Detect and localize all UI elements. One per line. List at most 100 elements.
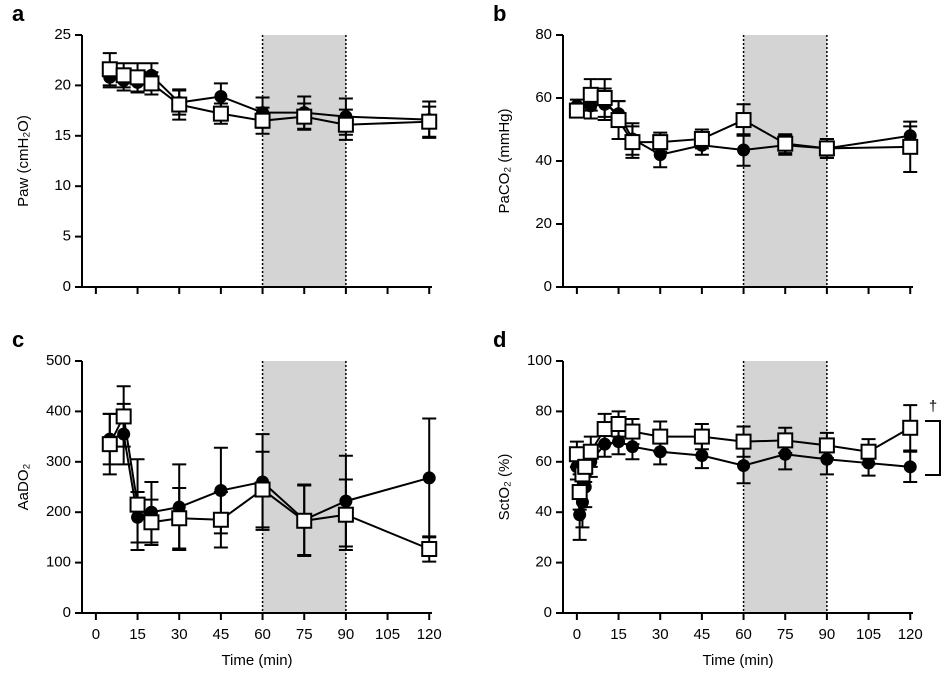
series-line <box>109 432 430 521</box>
marker-square <box>143 75 160 92</box>
y-axis-label: PaCO₂ (mmHg) <box>496 109 513 214</box>
marker-square <box>337 116 354 133</box>
marker-square <box>171 96 188 113</box>
marker-circle <box>653 445 667 459</box>
marker-circle <box>598 437 612 451</box>
y-tick-label: 60 <box>535 89 552 106</box>
marker-square <box>860 443 877 460</box>
panel-label: a <box>12 1 25 26</box>
marker-square <box>143 514 160 531</box>
marker-square <box>596 421 613 438</box>
marker-square <box>101 436 118 453</box>
marker-circle <box>820 452 834 466</box>
marker-square <box>777 135 794 152</box>
marker-square <box>101 61 118 78</box>
shaded-period <box>743 361 827 613</box>
marker-square <box>129 69 146 86</box>
marker-square <box>777 432 794 449</box>
x-tick-label: 45 <box>213 626 230 643</box>
x-axis-label: Time (min) <box>221 652 292 669</box>
x-tick-label: 60 <box>735 626 752 643</box>
shaded-period <box>743 35 827 287</box>
annotation: † <box>929 398 937 415</box>
panel-label: d <box>493 327 506 352</box>
marker-circle <box>862 456 876 470</box>
marker-square <box>610 112 627 129</box>
marker-circle <box>778 447 792 461</box>
marker-square <box>212 511 229 528</box>
marker-circle <box>422 471 436 485</box>
marker-circle <box>339 494 353 508</box>
marker-circle <box>695 449 709 462</box>
marker-square <box>818 140 835 157</box>
x-tick-label: 0 <box>573 626 581 643</box>
y-tick-label: 0 <box>544 604 552 621</box>
y-tick-label: 80 <box>535 402 552 419</box>
y-tick-label: 60 <box>535 453 552 470</box>
marker-square <box>596 90 613 106</box>
marker-square <box>652 428 669 445</box>
x-tick-label: 60 <box>254 626 271 643</box>
y-tick-label: 400 <box>46 402 71 419</box>
y-tick-label: 15 <box>54 127 71 144</box>
marker-circle <box>214 484 228 498</box>
x-tick-label: 15 <box>610 626 627 643</box>
marker-square <box>582 86 599 103</box>
y-tick-label: 100 <box>527 352 552 369</box>
marker-square <box>818 437 835 454</box>
panel-label: b <box>493 1 506 26</box>
marker-square <box>337 506 354 523</box>
marker-square <box>610 416 627 432</box>
x-tick-label: 0 <box>92 626 100 643</box>
y-axis-label: AaDO₂ <box>15 463 32 510</box>
marker-square <box>115 67 132 84</box>
marker-square <box>693 428 710 445</box>
marker-square <box>421 113 438 130</box>
marker-square <box>254 481 271 498</box>
x-tick-label: 15 <box>129 626 146 643</box>
x-tick-label: 75 <box>777 626 794 643</box>
marker-circle <box>653 148 667 162</box>
marker-circle <box>214 89 228 103</box>
marker-square <box>129 496 146 513</box>
marker-square <box>296 108 313 125</box>
x-tick-label: 120 <box>898 626 923 643</box>
x-tick-label: 30 <box>652 626 669 643</box>
marker-circle <box>737 143 751 157</box>
y-tick-label: 300 <box>46 453 71 470</box>
marker-square <box>115 408 132 425</box>
y-tick-label: 20 <box>535 554 552 571</box>
x-tick-label: 105 <box>856 626 881 643</box>
marker-square <box>421 540 438 557</box>
y-tick-label: 10 <box>54 177 71 194</box>
y-tick-label: 500 <box>46 352 71 369</box>
marker-circle <box>737 459 751 473</box>
marker-circle <box>625 440 639 454</box>
x-tick-label: 30 <box>171 626 188 643</box>
y-tick-label: 0 <box>63 278 71 295</box>
marker-square <box>735 433 752 450</box>
marker-square <box>568 102 585 119</box>
marker-circle <box>131 510 145 524</box>
marker-circle <box>573 508 587 522</box>
x-axis-label: Time (min) <box>702 652 773 669</box>
y-tick-label: 25 <box>54 26 71 43</box>
y-tick-label: 20 <box>54 76 71 93</box>
series-line <box>108 413 430 550</box>
y-axis-label: SctO₂ (%) <box>496 454 513 521</box>
y-tick-label: 40 <box>535 152 552 169</box>
marker-square <box>624 423 641 440</box>
marker-circle <box>903 460 917 474</box>
marker-square <box>693 130 710 147</box>
marker-square <box>254 112 271 129</box>
marker-square <box>577 458 594 475</box>
marker-square <box>902 419 919 436</box>
marker-circle <box>117 427 131 441</box>
x-tick-label: 75 <box>296 626 313 643</box>
y-tick-label: 20 <box>535 215 552 232</box>
marker-square <box>735 112 752 129</box>
significance-bracket <box>925 420 941 476</box>
x-tick-label: 105 <box>375 626 400 643</box>
marker-square <box>212 105 229 122</box>
marker-square <box>296 512 313 529</box>
